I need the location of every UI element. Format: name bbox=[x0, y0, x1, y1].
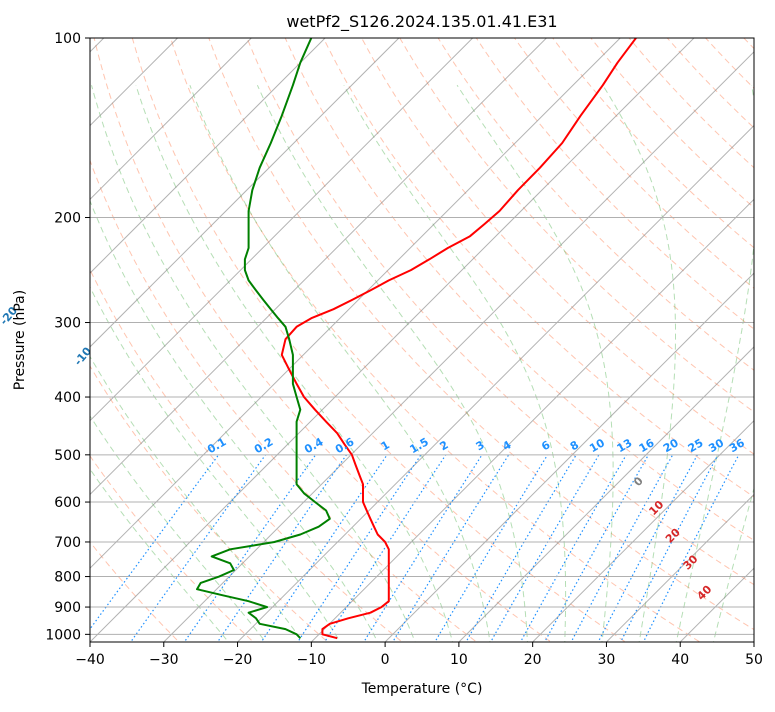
dry-adiabat-line bbox=[131, 38, 627, 642]
chart-title: wetPf2_S126.2024.135.01.41.E31 bbox=[286, 12, 557, 32]
background-lines bbox=[90, 38, 754, 642]
mixing-ratio-line bbox=[597, 454, 698, 642]
x-tick-label: 10 bbox=[450, 652, 468, 668]
moist-adiabat-line bbox=[135, 85, 454, 642]
dewpoint-profile-line bbox=[196, 38, 331, 639]
mixing-ratio-line bbox=[544, 454, 649, 642]
sounding-profiles bbox=[196, 38, 637, 640]
moist-adiabat-line bbox=[90, 355, 304, 642]
isotherm-line bbox=[90, 38, 474, 422]
y-tick-label: 500 bbox=[54, 448, 81, 464]
isotherm-line bbox=[606, 493, 754, 642]
dry-adiabat-line bbox=[246, 38, 754, 586]
x-tick-label: 0 bbox=[381, 652, 390, 668]
y-axis-label: Pressure (hPa) bbox=[12, 290, 28, 390]
moist-adiabat-line bbox=[91, 85, 416, 642]
isotherm-line bbox=[90, 38, 400, 348]
isotherm-line bbox=[90, 38, 695, 642]
x-tick-label: 50 bbox=[745, 652, 763, 668]
x-tick-label: 30 bbox=[598, 652, 616, 668]
isotherm-line bbox=[310, 198, 754, 642]
isotherm-line bbox=[458, 346, 754, 642]
y-tick-label: 900 bbox=[54, 600, 81, 616]
y-tick-label: 600 bbox=[54, 495, 81, 511]
y-tick-label: 1000 bbox=[45, 627, 81, 643]
y-axis-ticks: 100 200 300 400 500 600 700 800 900 1000 bbox=[45, 31, 90, 643]
mixing-ratio-line bbox=[392, 454, 510, 642]
mixing-ratio-line bbox=[216, 454, 347, 642]
temperature-profile-line bbox=[280, 38, 637, 640]
x-tick-label: 40 bbox=[671, 652, 689, 668]
moist-adiabat-line bbox=[256, 84, 528, 642]
isotherm-line bbox=[90, 38, 547, 496]
isotherm-line bbox=[532, 419, 754, 642]
dry-adiabat-line bbox=[90, 159, 478, 642]
y-tick-label: 200 bbox=[54, 211, 81, 227]
x-tick-label: −20 bbox=[223, 652, 253, 668]
dry-adiabat-line bbox=[437, 38, 754, 371]
dry-adiabat-line bbox=[322, 38, 754, 498]
moist-adiabat-line bbox=[90, 468, 230, 642]
y-tick-label: 800 bbox=[54, 570, 81, 586]
dry-adiabat-line bbox=[284, 38, 754, 542]
pressure-gridlines bbox=[90, 38, 754, 635]
isotherm-line bbox=[90, 38, 326, 274]
isotherm-line bbox=[384, 272, 754, 642]
isotherm-line bbox=[90, 38, 252, 201]
mixing-ratio-line bbox=[620, 454, 719, 642]
mixing-ratio-line bbox=[297, 454, 422, 642]
isotherm-line bbox=[163, 51, 754, 642]
mixing-ratio-line bbox=[570, 454, 674, 642]
y-tick-label: 300 bbox=[54, 316, 81, 332]
x-tick-label: −30 bbox=[149, 652, 179, 668]
mixing-ratio-line bbox=[90, 454, 220, 630]
dry-adiabat-line bbox=[90, 365, 329, 642]
moist-adiabat-line bbox=[675, 85, 754, 642]
moist-adiabat-line bbox=[90, 415, 267, 642]
mixing-ratio-line bbox=[363, 454, 483, 642]
moist-adiabat-line bbox=[189, 85, 491, 642]
mixing-ratio-line bbox=[434, 454, 549, 642]
x-tick-label: 20 bbox=[524, 652, 542, 668]
x-tick-label: −40 bbox=[75, 652, 105, 668]
mixing-ratio-line bbox=[260, 454, 388, 642]
moist-adiabat-line bbox=[343, 84, 567, 642]
dry-adiabat-line bbox=[399, 38, 754, 413]
isotherm-line bbox=[237, 124, 754, 642]
y-tick-label: 400 bbox=[54, 390, 81, 406]
y-tick-label: 100 bbox=[54, 31, 81, 47]
isotherm-line bbox=[90, 38, 621, 569]
dry-adiabat-line bbox=[90, 455, 255, 642]
mixing-ratio-line bbox=[129, 454, 266, 642]
plot-frame bbox=[89, 37, 755, 643]
dry-adiabat-line bbox=[208, 38, 754, 631]
dry-adiabat-line bbox=[93, 38, 552, 642]
moist-adiabat-line bbox=[602, 84, 676, 642]
x-axis-label: Temperature (°C) bbox=[361, 681, 483, 697]
dry-adiabat-line bbox=[90, 268, 403, 642]
dry-adiabat-line bbox=[361, 38, 754, 455]
x-axis-ticks: −40 −30 −20 −10 0 10 20 30 40 50 bbox=[75, 642, 763, 668]
y-tick-label: 700 bbox=[54, 535, 81, 551]
mixing-ratio-line bbox=[465, 454, 577, 642]
mixing-ratio-line bbox=[323, 454, 447, 642]
mixing-ratio-line bbox=[183, 454, 317, 642]
x-tick-label: −10 bbox=[297, 652, 327, 668]
moist-adiabat-line bbox=[712, 486, 754, 642]
moist-adiabat-line bbox=[456, 84, 614, 642]
